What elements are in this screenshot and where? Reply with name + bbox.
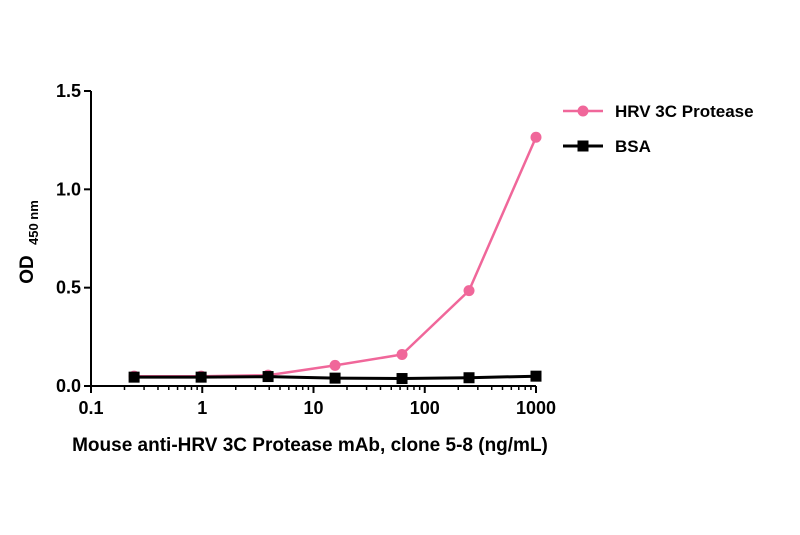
y-axis-title-main: OD bbox=[17, 255, 38, 284]
x-tick-label: 1000 bbox=[516, 398, 556, 418]
series-layer bbox=[128, 131, 542, 385]
data-point-bsa bbox=[329, 372, 341, 384]
data-point-hrv bbox=[396, 349, 408, 361]
y-tick-label: 0.0 bbox=[56, 376, 81, 396]
y-tick-label: 1.0 bbox=[56, 179, 81, 199]
data-point-hrv bbox=[463, 285, 475, 297]
legend-marker-bsa bbox=[577, 140, 589, 152]
x-tick-label: 0.1 bbox=[78, 398, 103, 418]
x-tick-label: 100 bbox=[410, 398, 440, 418]
series-line-hrv bbox=[134, 136, 538, 378]
y-tick-label: 0.5 bbox=[56, 278, 81, 298]
legend-marker-hrv bbox=[577, 105, 589, 117]
x-tick-label: 10 bbox=[303, 398, 323, 418]
data-point-bsa bbox=[463, 372, 475, 384]
x-axis-title: Mouse anti-HRV 3C Protease mAb, clone 5-… bbox=[72, 435, 548, 456]
y-axis-title: OD 450 nm bbox=[17, 200, 41, 284]
svg-text:OD 450 nm: OD 450 nm bbox=[17, 200, 41, 284]
data-point-bsa bbox=[128, 371, 140, 383]
data-point-bsa bbox=[396, 373, 408, 385]
legend-label-hrv: HRV 3C Protease bbox=[615, 102, 754, 121]
data-point-bsa bbox=[530, 370, 542, 382]
legend-label-bsa: BSA bbox=[615, 137, 651, 156]
y-tick-label: 1.5 bbox=[56, 81, 81, 101]
axes: 0.0 0.5 1.0 1.5 0.1 1 10 100 1000 bbox=[56, 81, 556, 418]
x-tick-label: 1 bbox=[197, 398, 207, 418]
data-point-hrv bbox=[329, 359, 341, 371]
data-point-bsa bbox=[195, 371, 207, 383]
data-point-hrv bbox=[530, 131, 542, 143]
y-axis-title-sub: 450 nm bbox=[26, 200, 41, 245]
data-point-bsa bbox=[262, 371, 274, 383]
legend: HRV 3C Protease BSA bbox=[563, 102, 754, 156]
